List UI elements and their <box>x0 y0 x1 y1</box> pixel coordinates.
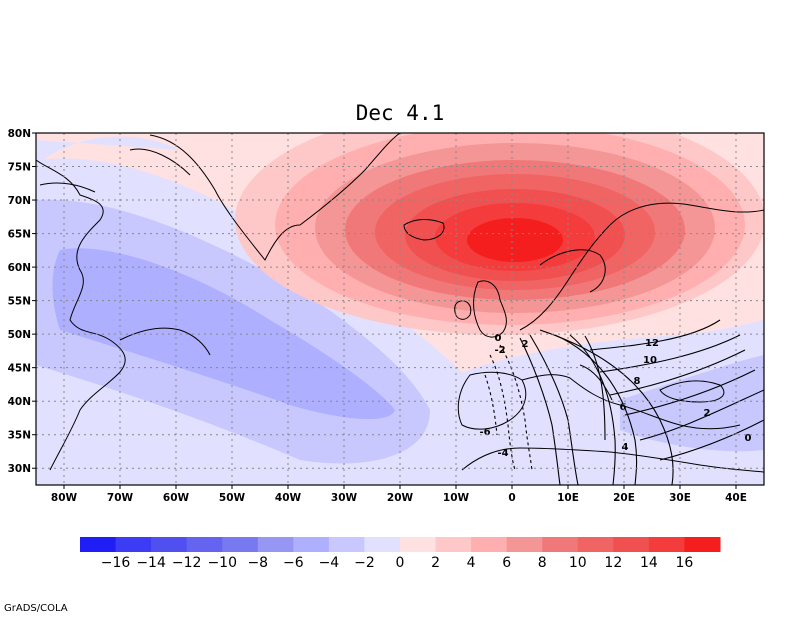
contour-label: 8 <box>634 376 641 387</box>
lon-tick-label: 80W <box>51 492 78 504</box>
colorbar-label: −2 <box>354 555 375 571</box>
lon-tick-label: 60W <box>163 492 190 504</box>
colorbar-label: 10 <box>569 555 587 571</box>
colorbar-swatch <box>400 537 437 552</box>
coastlines <box>36 133 764 473</box>
colorbar-label: −16 <box>101 555 131 571</box>
lat-tick-label: 60N <box>8 262 31 274</box>
lon-tick-label: 50W <box>219 492 246 504</box>
colorbar-swatch <box>471 537 508 552</box>
contour-label: 10 <box>643 355 657 366</box>
contour-label: 0 <box>745 433 752 444</box>
colorbar-label: −6 <box>283 555 304 571</box>
lat-tick-label: 70N <box>8 195 31 207</box>
latitude-axis: 80N 75N 70N 65N 60N 55N 50N 45N 40N 35N 30N <box>8 128 36 475</box>
colorbar-swatch <box>186 537 223 552</box>
contour-label: 2 <box>522 339 529 350</box>
colorbar-label: 8 <box>538 555 547 571</box>
colorbar-swatch <box>293 537 330 552</box>
lat-tick-label: 50N <box>8 329 31 341</box>
lat-tick-label: 75N <box>8 162 31 174</box>
longitude-axis: 80W 70W 60W 50W 40W 30W 20W 10W 0 10E 20E 30E 40E <box>51 485 747 504</box>
colorbar-swatch <box>435 537 472 552</box>
colorbar-label: 6 <box>502 555 511 571</box>
colorbar-swatch <box>542 537 579 552</box>
contour-label: 0 <box>495 333 502 344</box>
lat-tick-label: 80N <box>8 128 31 140</box>
lon-tick-label: 70W <box>107 492 134 504</box>
colorbar-label: 4 <box>467 555 476 571</box>
contour-label: -6 <box>479 427 490 438</box>
colorbar-swatch <box>577 537 614 552</box>
credit-label: GrADS/COLA <box>4 603 68 614</box>
lat-tick-label: 35N <box>8 430 31 442</box>
colorbar-swatch <box>506 537 543 552</box>
lon-tick-label: 10W <box>443 492 470 504</box>
colorbar-swatch <box>364 537 401 552</box>
lat-tick-label: 65N <box>8 229 31 241</box>
lat-tick-label: 55N <box>8 296 31 308</box>
colorbar-label: 2 <box>431 555 440 571</box>
lon-tick-label: 40W <box>275 492 302 504</box>
contour-label: -4 <box>497 448 508 459</box>
lon-tick-label: 40E <box>725 492 747 504</box>
colorbar-swatch <box>613 537 650 552</box>
colorbar-swatch <box>115 537 152 552</box>
contour-label: 6 <box>620 402 627 413</box>
colorbar-label: 12 <box>604 555 622 571</box>
colorbar-label: 14 <box>640 555 658 571</box>
colorbar-label: −10 <box>207 555 237 571</box>
lon-tick-label: 30W <box>331 492 358 504</box>
colorbar-swatch <box>151 537 188 552</box>
colorbar-label: −12 <box>172 555 202 571</box>
colorbar-label: 0 <box>396 555 405 571</box>
colorbar-label: 16 <box>676 555 694 571</box>
lon-tick-label: 20E <box>613 492 635 504</box>
lat-tick-label: 30N <box>8 463 31 475</box>
colorbar-swatch <box>80 537 117 552</box>
lon-tick-label: 20W <box>387 492 414 504</box>
colorbar-label: −4 <box>319 555 340 571</box>
colorbar-swatch <box>648 537 685 552</box>
lon-tick-label: 10E <box>557 492 579 504</box>
map-title: Dec 4.1 <box>356 101 445 125</box>
colorbar-swatch <box>222 537 259 552</box>
contour-label: 2 <box>704 408 711 419</box>
contour-labels: 12 10 8 6 4 2 0 -2 -4 -6 0 2 <box>479 333 751 459</box>
colorbar-label: −14 <box>136 555 166 571</box>
colorbar: −16 −14 −12 −10 −8 −6 −4 −2 0 2 4 6 8 10 12 14 16 <box>80 537 721 571</box>
colorbar-swatch <box>257 537 294 552</box>
contour-lines <box>484 319 764 485</box>
contour-label: 12 <box>645 338 659 349</box>
lon-tick-label: 0 <box>508 492 515 504</box>
lat-tick-label: 45N <box>8 363 31 375</box>
colorbar-swatch <box>684 537 721 552</box>
contour-label: -2 <box>494 345 505 356</box>
lon-tick-label: 30E <box>669 492 691 504</box>
contour-label: 4 <box>622 442 629 453</box>
colorbar-label: −8 <box>247 555 268 571</box>
gridlines <box>36 133 764 485</box>
colorbar-swatch <box>328 537 365 552</box>
lat-tick-label: 40N <box>8 396 31 408</box>
